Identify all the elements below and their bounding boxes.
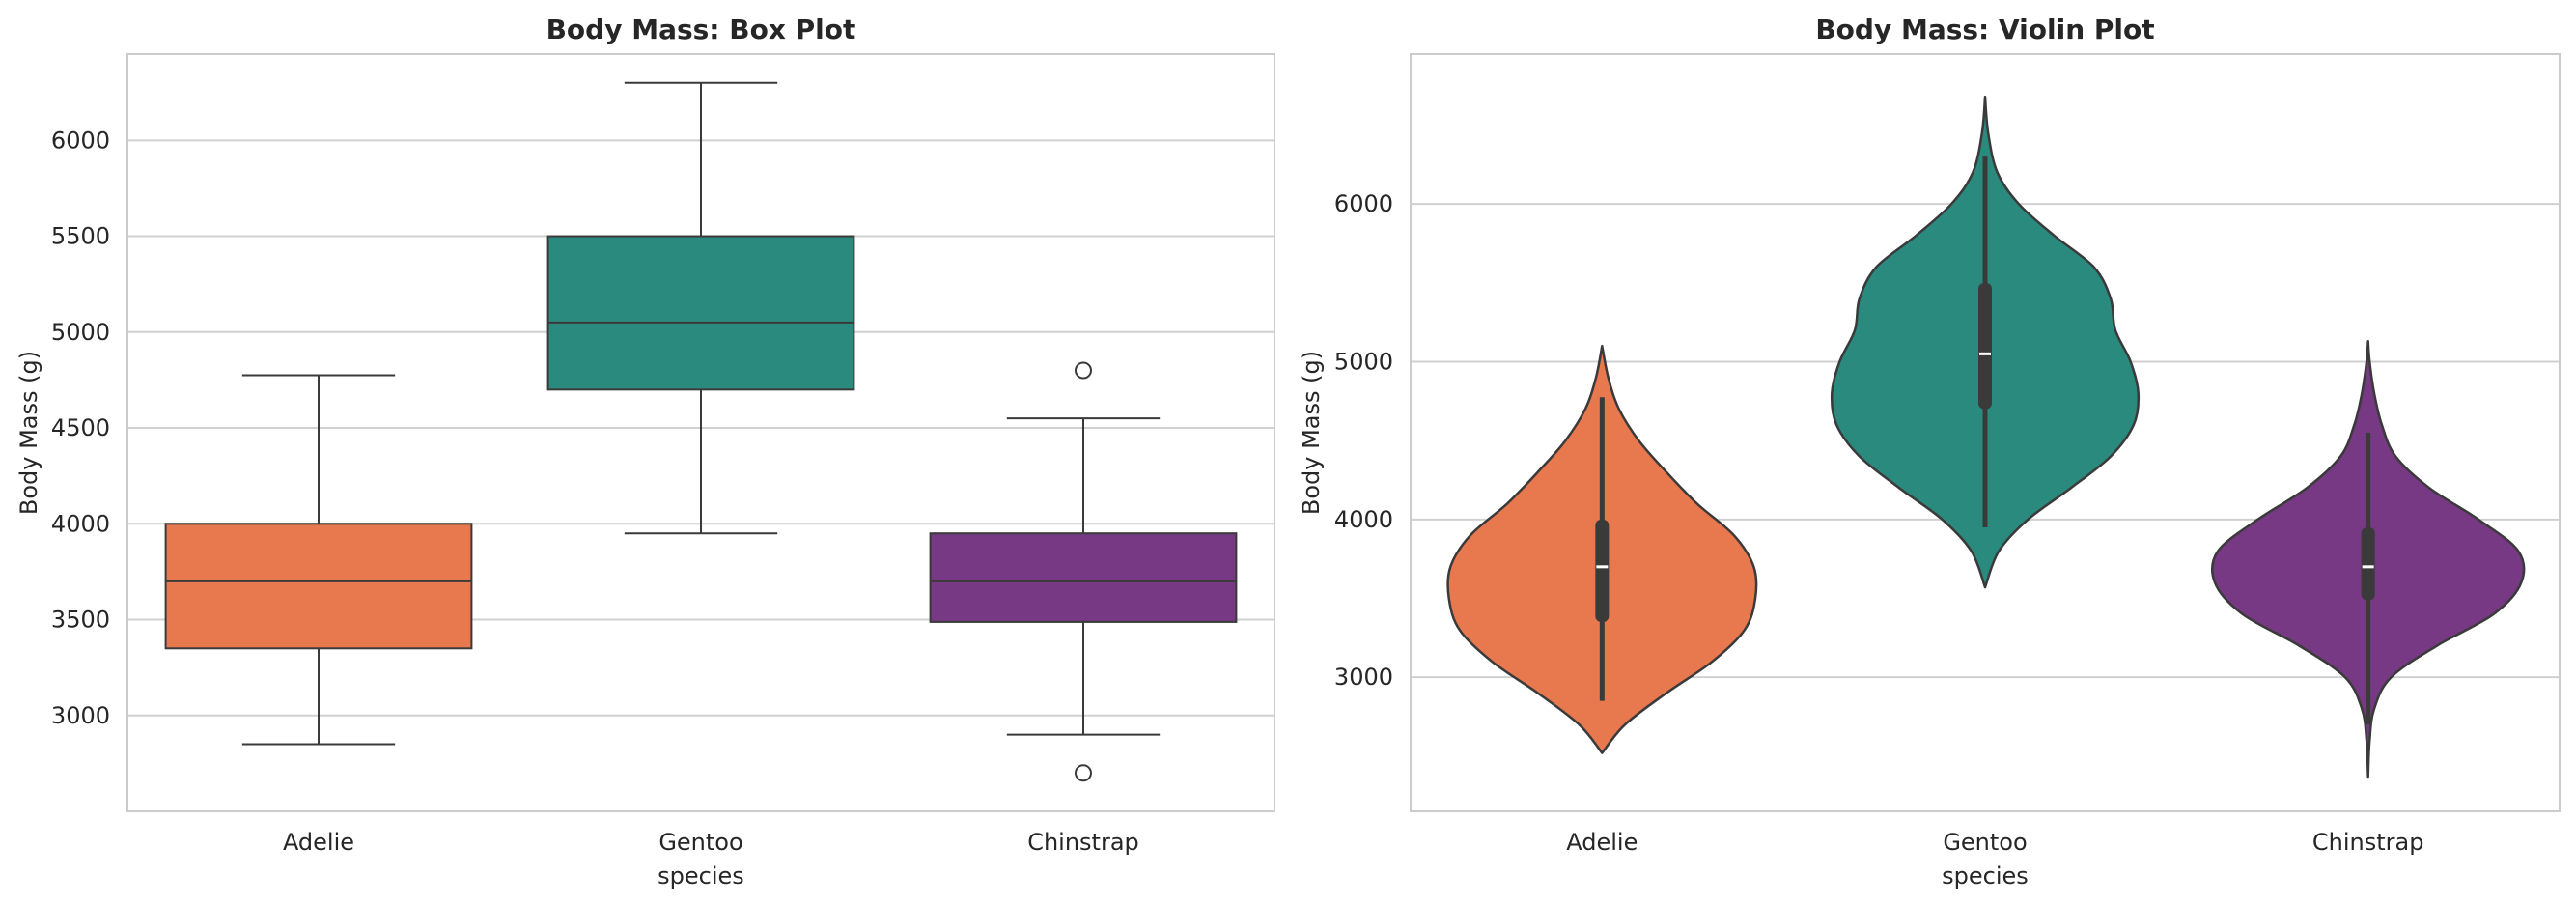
box-plot-y-tick-label: 4500 — [51, 414, 110, 441]
box-plot-y-tick-label: 4000 — [51, 510, 110, 537]
box-plot-x-axis-label: species — [658, 863, 744, 890]
violin-plot-y-tick-label: 3000 — [1334, 664, 1393, 691]
box-plot-y-tick-label: 3000 — [51, 702, 110, 729]
outlier-point-chinstrap — [1075, 764, 1092, 782]
box-plot-x-ticks: Adelie Gentoo Chinstrap — [283, 829, 1139, 856]
box-plot-y-tick-label: 6000 — [51, 127, 110, 154]
violin-plot-x-ticks: Adelie Gentoo Chinstrap — [1566, 829, 2423, 856]
violin-plot-title: Body Mass: Violin Plot — [1815, 14, 2154, 45]
violin-plot-x-tick-label-gentoo: Gentoo — [1943, 829, 2027, 856]
iqr-bar-gentoo — [1978, 282, 1992, 410]
iqr-bar-chinstrap — [2361, 527, 2375, 601]
box-plot-y-axis-label: Body Mass (g) — [15, 351, 42, 515]
violin-plot-y-axis-label: Body Mass (g) — [1298, 351, 1325, 515]
violin-plot-x-tick-label-adelie: Adelie — [1566, 829, 1638, 856]
box-plot-x-tick-label-adelie: Adelie — [283, 829, 354, 856]
box-plot-y-tick-label: 5500 — [51, 223, 110, 250]
iqr-box-adelie — [164, 523, 473, 650]
box-plot-x-tick-label-chinstrap: Chinstrap — [1027, 829, 1139, 856]
violin-plot-marks — [1446, 95, 2526, 779]
box-plot-marks — [164, 81, 1238, 782]
violin-plot-x-tick-label-chinstrap: Chinstrap — [2312, 829, 2424, 856]
violin-gentoo — [1830, 95, 2141, 589]
box-chinstrap — [929, 361, 1238, 782]
violin-plot-y-ticks: 3000 4000 5000 6000 — [1334, 190, 1393, 691]
outlier-point-chinstrap — [1075, 361, 1092, 380]
iqr-box-gentoo — [546, 235, 855, 391]
box-plot-x-tick-label-gentoo: Gentoo — [658, 829, 742, 856]
violin-plot-frame — [1410, 53, 2561, 812]
violin-chinstrap — [2210, 340, 2526, 779]
box-plot-title: Body Mass: Box Plot — [546, 14, 856, 45]
box-plot-panel: 3000 3500 4000 4500 5000 5500 6000 Adelie Gento… — [15, 14, 1275, 890]
box-plot-y-ticks: 3000 3500 4000 4500 5000 5500 6000 — [51, 127, 110, 728]
violin-adelie — [1446, 344, 1758, 754]
iqr-bar-adelie — [1595, 519, 1610, 622]
violin-plot-y-tick-label: 4000 — [1334, 506, 1393, 533]
violin-plot-y-tick-label: 6000 — [1334, 190, 1393, 217]
violin-plot-panel: 3000 4000 5000 6000 Adelie Gentoo Chinstrap B… — [1298, 14, 2561, 890]
violin-plot-x-axis-label: species — [1942, 863, 2029, 890]
iqr-box-chinstrap — [929, 532, 1238, 623]
box-adelie — [164, 374, 473, 746]
box-plot-y-tick-label: 3500 — [51, 607, 110, 634]
box-plot-frame — [126, 53, 1275, 812]
box-plot-y-tick-label: 5000 — [51, 319, 110, 346]
violin-plot-y-tick-label: 5000 — [1334, 349, 1393, 376]
box-gentoo — [546, 81, 855, 535]
